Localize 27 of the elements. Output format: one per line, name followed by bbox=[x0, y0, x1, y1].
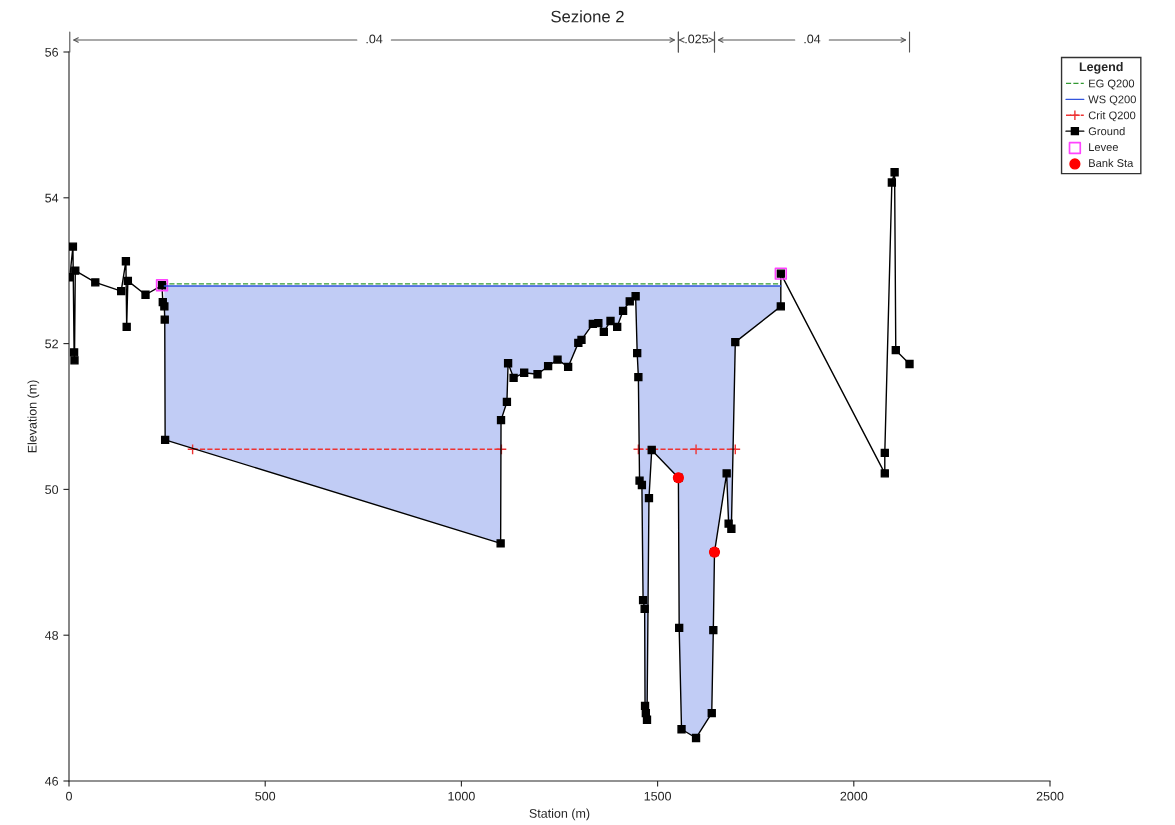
chart-title: Sezione 2 bbox=[551, 10, 624, 23]
legend-label: Bank Sta bbox=[1089, 158, 1134, 167]
y-tick-label: 46 bbox=[44, 776, 59, 786]
y-tick-label: 48 bbox=[44, 631, 59, 640]
y-tick-label: 54 bbox=[45, 193, 59, 203]
legend-label: Ground bbox=[1088, 127, 1125, 136]
x-tick-label: 2000 bbox=[840, 791, 868, 801]
y-axis-title: Elevation (m) bbox=[27, 380, 40, 453]
y-tick-label: 50 bbox=[45, 485, 59, 495]
x-tick-label: 1500 bbox=[644, 791, 672, 801]
x-axis-title: Station (m) bbox=[529, 808, 590, 821]
legend-label: Levee bbox=[1089, 143, 1118, 152]
x-tick-label: 500 bbox=[255, 791, 276, 801]
legend-label: Crit Q200 bbox=[1088, 111, 1136, 122]
text: .04 bbox=[804, 34, 821, 44]
x-tick-label: 1000 bbox=[448, 791, 475, 801]
text: .04 bbox=[366, 34, 383, 44]
y-tick-label: 56 bbox=[45, 47, 59, 57]
x-tick-label: 0 bbox=[66, 791, 72, 801]
text: .025 bbox=[685, 34, 709, 44]
y-tick-label: 52 bbox=[45, 339, 58, 349]
point bbox=[690, 443, 702, 455]
legend-label: WS Q200 bbox=[1088, 95, 1136, 106]
point bbox=[729, 443, 741, 455]
legend-title: Legend bbox=[1079, 62, 1123, 74]
x-tick-label: 2500 bbox=[1036, 791, 1064, 801]
legend-label: EG Q200 bbox=[1089, 79, 1135, 90]
